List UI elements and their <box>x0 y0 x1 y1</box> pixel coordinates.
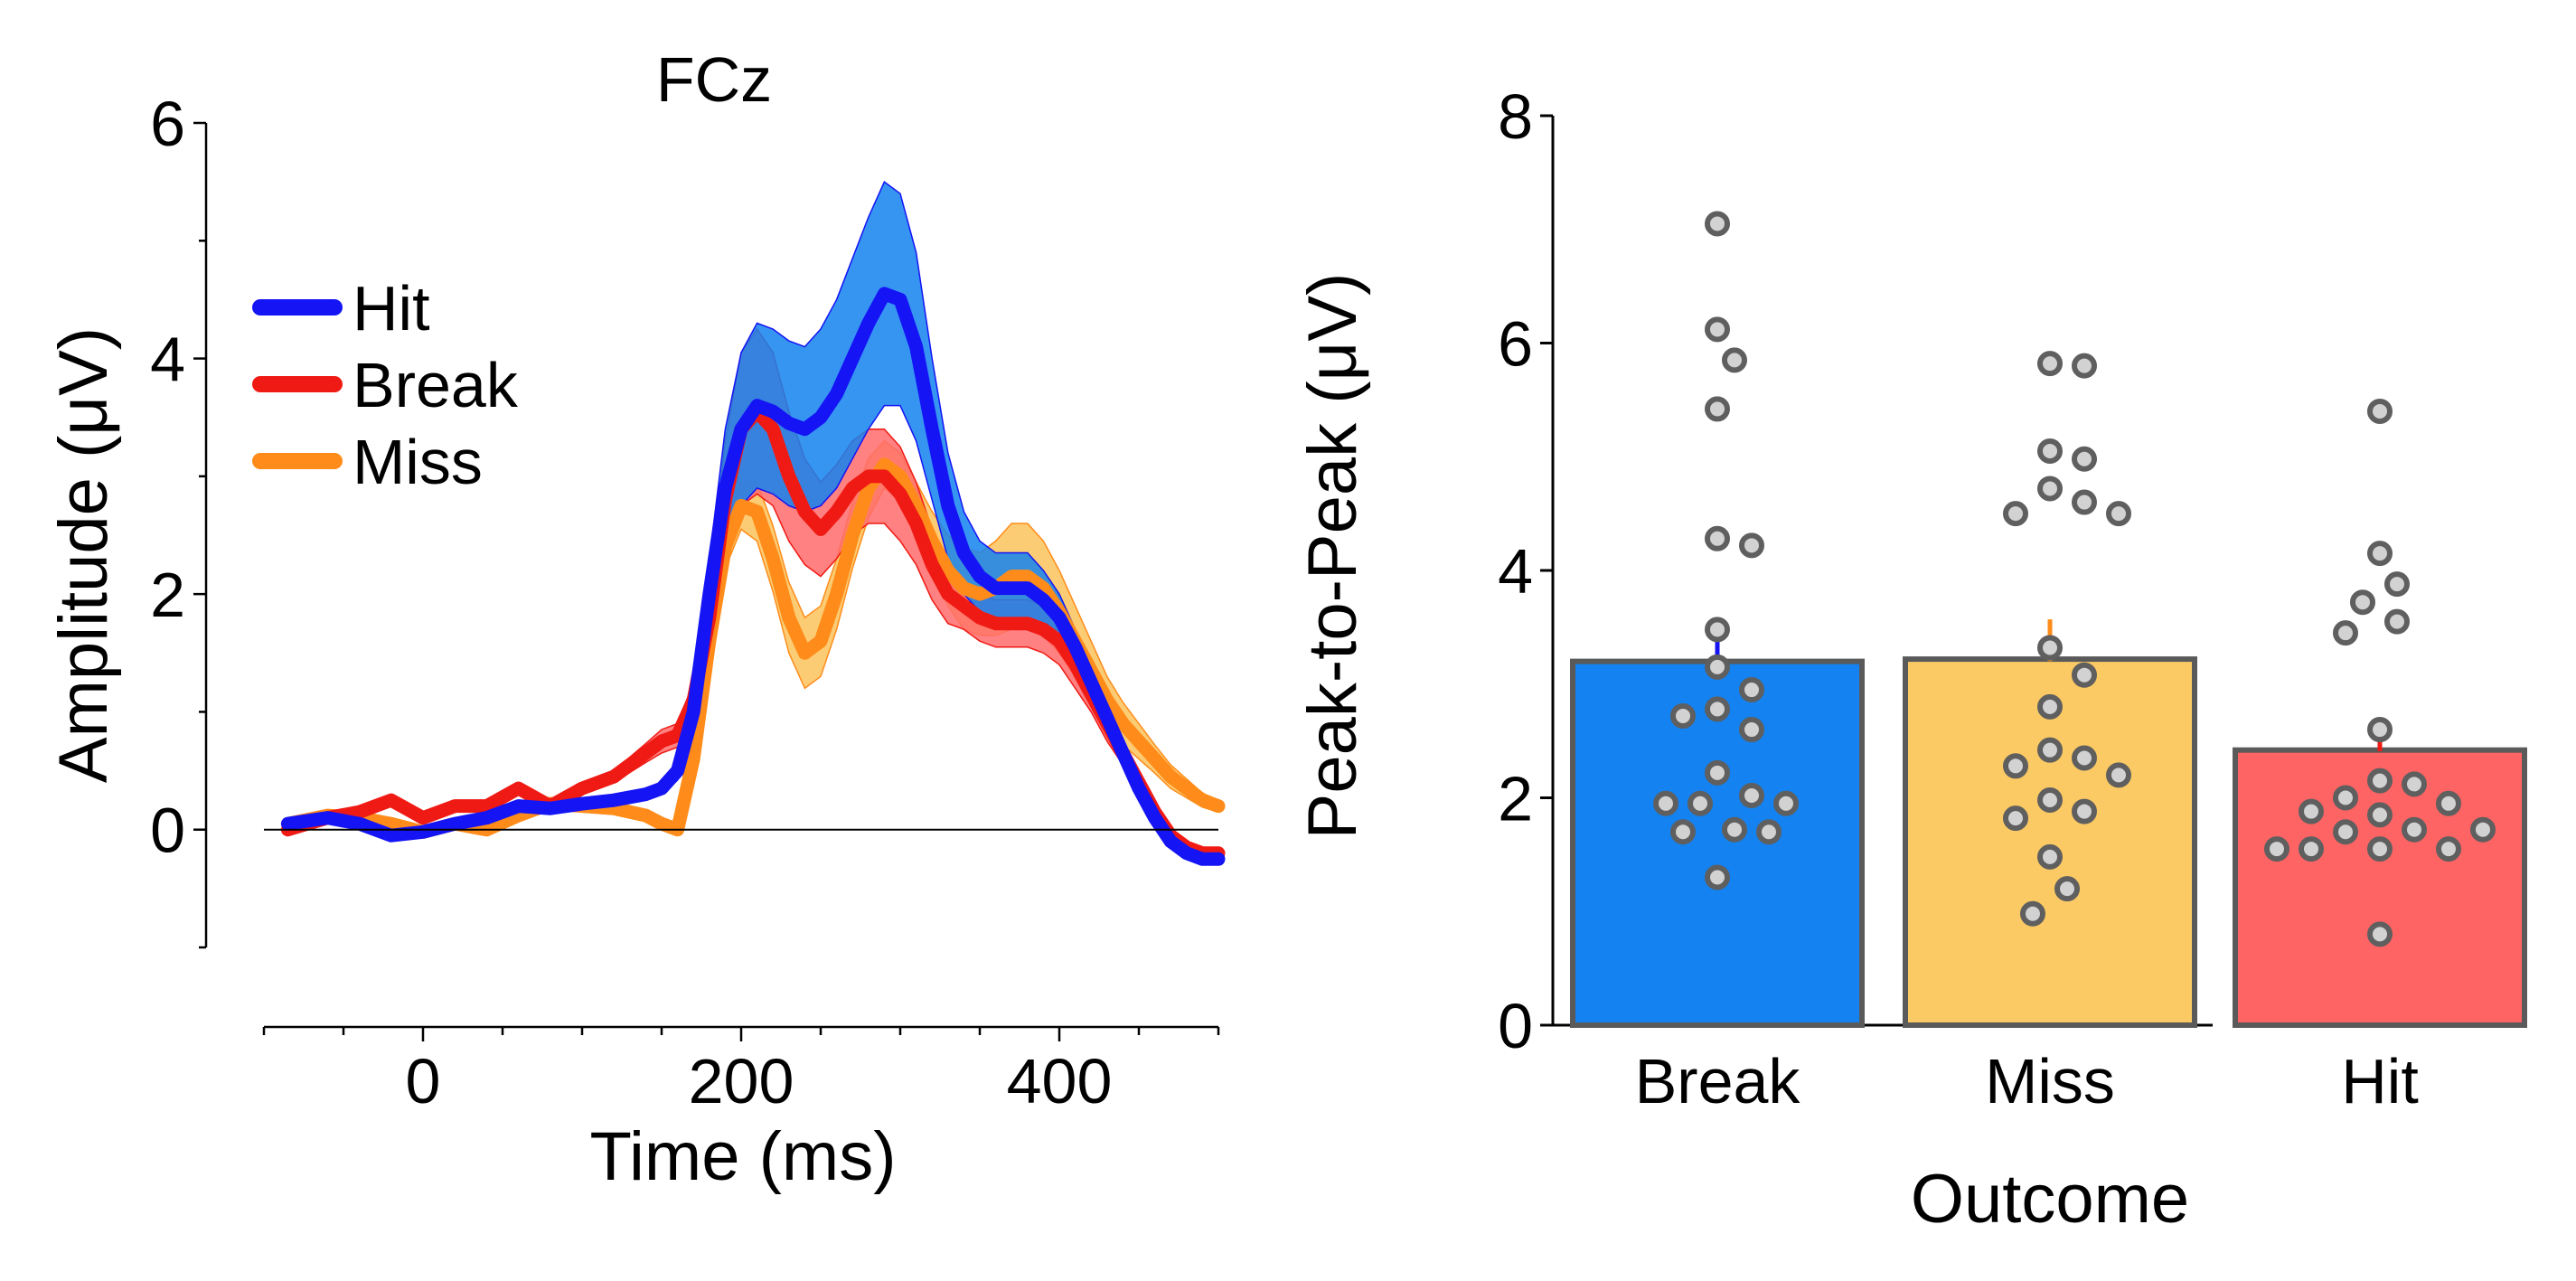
point-hit <box>2367 802 2393 828</box>
y-tick-label: 0 <box>150 796 185 866</box>
point-break <box>1653 790 1678 816</box>
individual-points <box>1653 211 2496 947</box>
point-hit <box>2402 771 2427 797</box>
legend-label-break: Break <box>353 350 519 420</box>
point-miss <box>2037 351 2063 377</box>
point-miss <box>2037 787 2063 814</box>
bar-hit <box>2233 747 2527 1028</box>
point-miss <box>2037 693 2063 720</box>
point-miss <box>2037 737 2063 763</box>
point-miss <box>2072 662 2097 688</box>
point-miss <box>2037 438 2063 464</box>
point-hit <box>2367 836 2393 862</box>
point-hit <box>2402 816 2427 843</box>
x-axis-label: Time (ms) <box>589 1118 896 1195</box>
y-tick-label: 8 <box>1498 81 1533 152</box>
point-hit <box>2350 589 2375 616</box>
point-break <box>1705 316 1730 343</box>
line-hit <box>280 287 1226 866</box>
y-tick-label: 4 <box>1498 536 1533 607</box>
point-break <box>1705 617 1730 643</box>
point-miss <box>2072 798 2097 824</box>
point-miss <box>2072 353 2097 379</box>
point-miss <box>2003 805 2028 832</box>
point-break <box>1705 525 1730 551</box>
point-break <box>1705 654 1730 680</box>
x-tick-label: Break <box>1635 1046 1801 1116</box>
x-axis-label: Outcome <box>1911 1161 2189 1238</box>
bars <box>1570 656 2527 1029</box>
point-hit <box>2299 798 2324 824</box>
legend-label-hit: Hit <box>353 273 430 344</box>
x-tick-label: Miss <box>1985 1046 2115 1116</box>
point-break <box>1722 816 1747 843</box>
point-miss <box>2020 900 2045 927</box>
erp-axes: 0 2 4 6 0 200 400 <box>150 89 1220 1116</box>
point-miss <box>2037 476 2063 502</box>
legend-label-miss: Miss <box>353 427 483 497</box>
point-hit <box>2367 921 2393 947</box>
point-break <box>1773 790 1799 816</box>
point-miss <box>2072 489 2097 515</box>
point-break <box>1705 696 1730 722</box>
y-tick-label: 4 <box>150 325 185 395</box>
point-hit <box>2264 836 2289 862</box>
y-tick-label: 6 <box>150 89 185 159</box>
point-miss <box>2003 501 2028 527</box>
bar-chart: 0 2 4 6 8 Break Miss Hit Outcome Peak-to-Peak (… <box>1294 81 2527 1238</box>
point-miss <box>2072 745 2097 771</box>
point-break <box>1670 819 1696 845</box>
point-miss <box>2106 501 2131 527</box>
bar-miss <box>1903 656 2197 1029</box>
bar-break <box>1570 658 1865 1028</box>
point-hit <box>2367 768 2393 794</box>
point-hit <box>2384 608 2410 635</box>
point-break <box>1705 864 1730 890</box>
erp-chart: FCz 0 2 4 6 0 200 400 Time (ms) Amplitude (μV)… <box>45 44 1226 1195</box>
point-break <box>1705 211 1730 237</box>
point-break <box>1739 532 1764 559</box>
point-hit <box>2367 398 2393 424</box>
point-hit <box>2367 717 2393 743</box>
point-miss <box>2054 876 2080 902</box>
y-axis-label: Amplitude (μV) <box>45 327 122 783</box>
point-miss <box>2003 753 2028 779</box>
y-tick-label: 6 <box>1498 309 1533 380</box>
point-hit <box>2436 790 2461 816</box>
x-tick-label: 400 <box>1007 1046 1113 1116</box>
x-tick-label: 200 <box>689 1046 794 1116</box>
point-break <box>1688 790 1713 816</box>
y-axis-label: Peak-to-Peak (μV) <box>1294 273 1371 840</box>
chart-title: FCz <box>656 44 772 115</box>
point-break <box>1756 819 1782 845</box>
point-hit <box>2384 571 2410 598</box>
point-miss <box>2072 446 2097 472</box>
y-tick-label: 0 <box>1498 991 1533 1061</box>
series-lines <box>280 287 1226 866</box>
point-break <box>1739 677 1764 703</box>
point-break <box>1722 347 1747 373</box>
point-break <box>1739 782 1764 808</box>
point-hit <box>2470 816 2496 843</box>
point-break <box>1705 759 1730 786</box>
x-tick-label: 0 <box>406 1046 441 1116</box>
point-miss <box>2037 843 2063 870</box>
point-hit <box>2333 819 2358 845</box>
point-miss <box>2037 635 2063 661</box>
point-break <box>1670 702 1696 729</box>
y-tick-label: 2 <box>1498 764 1533 834</box>
point-hit <box>2299 836 2324 862</box>
point-miss <box>2106 762 2131 788</box>
point-hit <box>2436 836 2461 862</box>
point-break <box>1705 396 1730 422</box>
point-break <box>1739 717 1764 743</box>
point-hit <box>2367 541 2393 567</box>
x-tick-label: Hit <box>2341 1046 2419 1116</box>
point-hit <box>2333 785 2358 811</box>
point-hit <box>2333 620 2358 646</box>
y-tick-label: 2 <box>150 560 185 630</box>
